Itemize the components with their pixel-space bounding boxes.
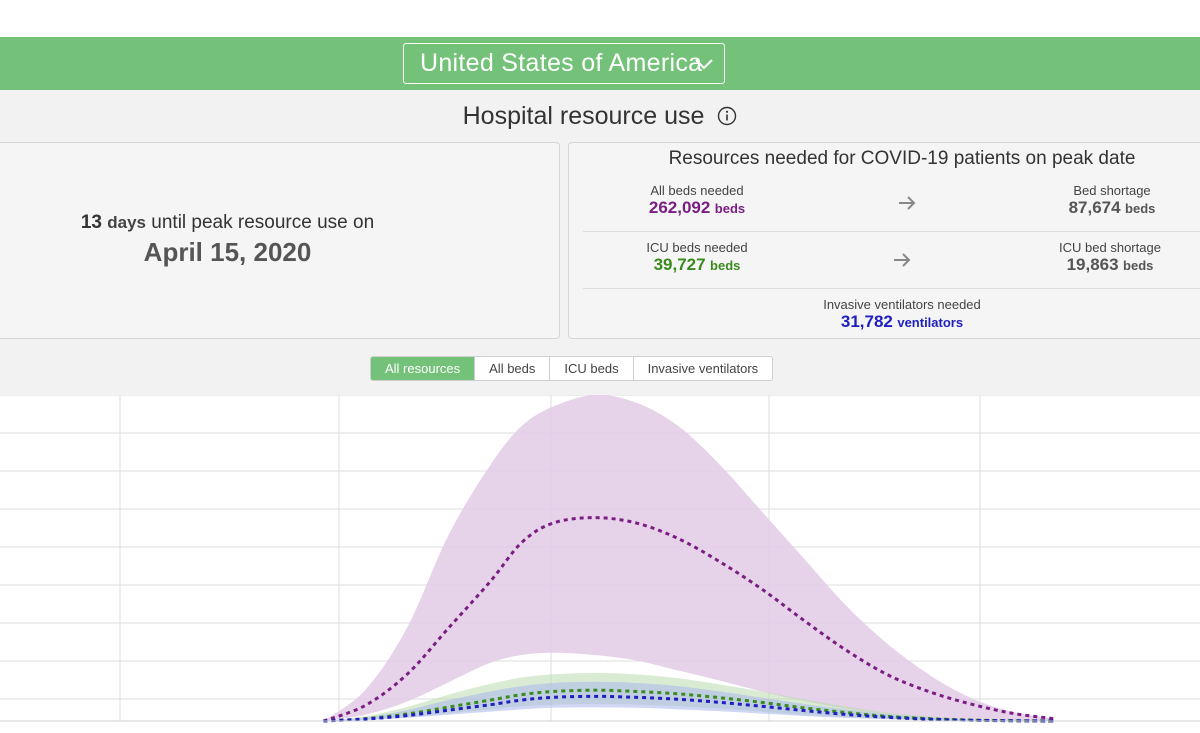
peak-days-number: 13 xyxy=(80,212,102,233)
ventilators-band xyxy=(323,681,1054,721)
resource-tabs: All resources All beds ICU beds Invasive… xyxy=(370,356,774,381)
country-select[interactable]: United States of America xyxy=(403,43,725,84)
icu-beds-mean-line xyxy=(323,688,1054,723)
chevron-down-icon xyxy=(695,59,713,70)
peak-card xyxy=(0,142,560,339)
resource-chart xyxy=(0,395,1200,723)
resources-card xyxy=(568,142,1200,339)
all-beds-label: All beds needed xyxy=(650,183,744,198)
bed-shortage-stat: Bed shortage 87,674 beds xyxy=(1037,183,1187,218)
tab-all-beds[interactable]: All beds xyxy=(475,357,551,380)
bed-shortage-unit: beds xyxy=(1125,201,1156,216)
ventilators-value: 31,782 xyxy=(840,312,893,331)
arrow-right-icon xyxy=(894,253,911,267)
icu-beds-unit: beds xyxy=(710,258,741,273)
all-beds-value: 262,092 xyxy=(648,198,711,217)
all-beds-unit: beds xyxy=(714,201,746,216)
section-title: Hospital resource use xyxy=(462,102,705,130)
section-title-row: Hospital resource use xyxy=(0,96,1200,136)
icu-beds-stat: ICU beds needed 39,727 beds xyxy=(622,240,772,275)
divider xyxy=(583,231,1200,232)
info-icon[interactable] xyxy=(717,106,737,126)
icu-shortage-stat: ICU bed shortage 19,863 beds xyxy=(1035,240,1185,275)
bed-shortage-label: Bed shortage xyxy=(1073,183,1151,198)
peak-days-unit: days xyxy=(107,213,146,232)
all-beds-stat: All beds needed 262,092 beds xyxy=(622,183,772,218)
ventilators-stat: Invasive ventilators needed 31,782 venti… xyxy=(802,297,1002,332)
country-select-label: United States of America xyxy=(420,49,703,77)
icu-beds-value: 39,727 xyxy=(653,255,706,274)
icu-beds-label: ICU beds needed xyxy=(646,240,748,255)
divider xyxy=(583,288,1200,289)
country-banner xyxy=(0,37,1200,90)
peak-date: April 15, 2020 xyxy=(143,237,312,267)
tab-invasive-ventilators[interactable]: Invasive ventilators xyxy=(647,361,759,376)
bed-shortage-value: 87,674 xyxy=(1068,198,1121,217)
arrow-right-icon xyxy=(899,196,916,210)
icu-shortage-label: ICU bed shortage xyxy=(1059,240,1161,255)
icu-shortage-value: 19,863 xyxy=(1066,255,1119,274)
peak-countdown: 13 days until peak resource use on xyxy=(0,212,455,234)
tab-icu-beds[interactable]: ICU beds xyxy=(550,357,634,380)
ventilators-label: Invasive ventilators needed xyxy=(823,297,981,312)
peak-days-suffix: until peak resource use on xyxy=(151,212,375,233)
tab-all-resources[interactable]: All resources xyxy=(371,357,476,380)
icu-shortage-unit: beds xyxy=(1123,258,1154,273)
resources-title: Resources needed for COVID-19 patients o… xyxy=(668,148,1136,169)
ventilators-unit: ventilators xyxy=(897,315,964,330)
all-beds-band xyxy=(323,395,1054,721)
